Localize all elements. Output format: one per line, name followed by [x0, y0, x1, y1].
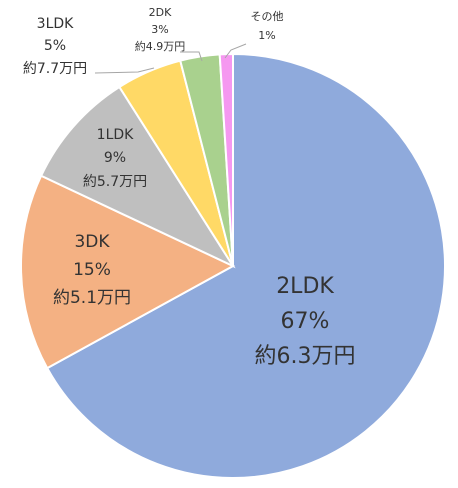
label-2ldk: 2LDK 67% 約6.3万円	[255, 274, 356, 369]
pie-slices	[20, 52, 446, 479]
label-1ldk-category: 1LDK	[97, 127, 134, 143]
label-1ldk: 1LDK 9% 約5.7万円	[83, 127, 147, 190]
label-other: その他 1%	[251, 10, 284, 42]
leader-line-other	[224, 43, 247, 59]
leader-line-2dk	[180, 51, 203, 62]
label-2ldk-percent: 67%	[281, 309, 330, 334]
label-3ldk: 3LDK 5% 約7.7万円	[23, 16, 87, 77]
label-3dk: 3DK 15% 約5.1万円	[53, 232, 131, 308]
label-2dk-category: 2DK	[149, 6, 172, 19]
label-1ldk-percent: 9%	[104, 150, 126, 166]
label-2dk: 2DK 3% 約4.9万円	[135, 6, 186, 53]
label-3dk-category: 3DK	[74, 232, 110, 252]
label-2ldk-price: 約6.3万円	[255, 344, 356, 369]
label-2dk-percent: 3%	[151, 23, 168, 36]
pie-slice-3dk	[20, 174, 236, 370]
leader-line-3ldk	[94, 67, 155, 74]
label-2dk-price: 約4.9万円	[135, 39, 186, 53]
label-3dk-percent: 15%	[73, 260, 111, 280]
label-other-category: その他	[251, 10, 284, 23]
leader-lines	[94, 43, 247, 74]
label-3ldk-percent: 5%	[44, 38, 66, 54]
label-3ldk-price: 約7.7万円	[23, 61, 87, 77]
label-3ldk-category: 3LDK	[37, 16, 74, 32]
pie-slice-other	[218, 52, 234, 267]
pie-slice-2ldk	[45, 52, 446, 479]
label-2ldk-category: 2LDK	[276, 274, 334, 299]
label-3dk-price: 約5.1万円	[53, 288, 131, 308]
pie-slice-1ldk	[39, 85, 236, 269]
label-other-percent: 1%	[258, 29, 275, 42]
label-1ldk-price: 約5.7万円	[83, 174, 147, 190]
